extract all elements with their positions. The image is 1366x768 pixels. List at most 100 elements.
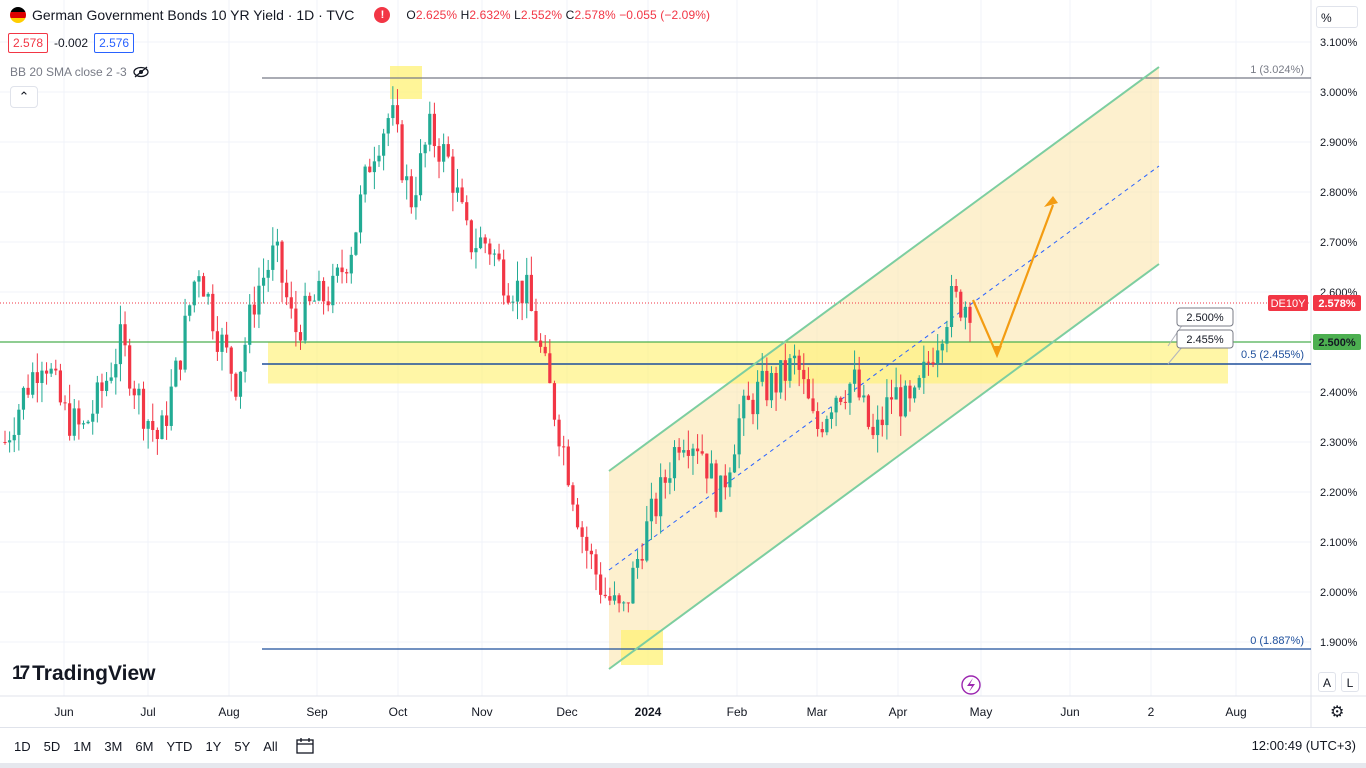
candle-body (631, 567, 635, 604)
candle-body (663, 477, 667, 483)
candle-body (954, 285, 958, 292)
candle-body (206, 293, 210, 297)
auto-scale-button[interactable]: A (1318, 672, 1336, 692)
range-all[interactable]: All (263, 738, 278, 754)
channel-lower-line (608, 263, 1160, 670)
candle-body (428, 113, 432, 145)
candle-body (834, 397, 838, 413)
x-tick-label: Aug (1225, 705, 1246, 719)
candle-body (737, 418, 741, 455)
candle-body (312, 300, 316, 302)
indicator-legend[interactable]: BB 20 SMA close 2 -3 (10, 65, 149, 79)
candle-body (252, 304, 256, 315)
symbol-title[interactable]: German Government Bonds 10 YR Yield · 1D… (32, 7, 355, 23)
lightning-icon (967, 678, 975, 692)
candle-body (945, 327, 949, 344)
candle-body (682, 450, 686, 453)
candle-body (169, 386, 173, 426)
candle-body (857, 369, 861, 398)
candle-body (783, 360, 787, 381)
x-tick-label: Aug (218, 705, 239, 719)
y-tick-label: 2.300% (1320, 437, 1358, 449)
candle-body (160, 415, 164, 440)
channel-mid-line (608, 165, 1160, 571)
bid-price[interactable]: 2.578 (8, 33, 49, 53)
candle-body (899, 387, 903, 417)
candle-body (562, 446, 566, 448)
candle-body (968, 306, 972, 323)
candle-body (756, 381, 760, 415)
log-scale-button[interactable]: L (1341, 672, 1359, 692)
candle-body (871, 426, 875, 436)
clock[interactable]: 12:00:49 (UTC+3) (1251, 738, 1356, 753)
candle-body (529, 274, 533, 312)
candle-body (862, 395, 866, 398)
candle-body (497, 253, 501, 260)
candle-body (220, 334, 224, 352)
range-1d[interactable]: 1D (14, 738, 31, 754)
range-1m[interactable]: 1M (73, 738, 92, 754)
candle-body (686, 450, 690, 456)
ohlc-readout: O2.625% H2.632% L2.552% C2.578% −0.055 (… (406, 8, 711, 22)
y-tick-label: 2.800% (1320, 187, 1358, 199)
candle-body (677, 447, 681, 453)
candle-body (594, 554, 598, 575)
candle-body (820, 429, 824, 433)
candle-body (936, 350, 940, 364)
candle-body (816, 411, 820, 430)
symbol-tag-bg (1268, 295, 1308, 311)
candle-body (234, 373, 238, 397)
range-1y[interactable]: 1Y (205, 738, 222, 754)
candle-body (719, 475, 723, 512)
candle-body (622, 602, 626, 604)
candle-body (285, 282, 289, 298)
candle-body (238, 371, 243, 397)
ask-price[interactable]: 2.576 (94, 33, 135, 53)
alert-icon[interactable]: ! (374, 7, 391, 23)
range-ytd[interactable]: YTD (166, 738, 193, 754)
callout-leader (1167, 345, 1184, 365)
candle-body (183, 315, 187, 370)
range-6m[interactable]: 6M (135, 738, 154, 754)
range-5y[interactable]: 5Y (234, 738, 251, 754)
candle-body (128, 345, 132, 389)
candle-body (709, 463, 714, 479)
candle-body (728, 472, 732, 488)
candle-body (612, 595, 617, 601)
range-3m[interactable]: 3M (104, 738, 123, 754)
candle-body (354, 232, 358, 255)
candle-body (649, 498, 654, 522)
candle-body (211, 293, 215, 332)
candle-body (640, 558, 644, 561)
x-tick-label: 2024 (635, 705, 662, 719)
candle-body (146, 421, 150, 429)
candle-body (275, 241, 280, 246)
candle-body (266, 269, 270, 278)
y-tick-label: 1.900% (1320, 637, 1358, 649)
bottom-scroll-strip (0, 763, 1366, 768)
candle-body (926, 361, 931, 363)
candle-body (340, 267, 344, 273)
chevron-up-icon[interactable]: ⌃ (10, 86, 38, 108)
range-5d[interactable]: 5D (43, 738, 61, 754)
candle-body (534, 311, 538, 341)
candle-body (308, 295, 312, 302)
candle-body (12, 434, 16, 441)
settings-gear-icon[interactable]: ⚙ (1330, 704, 1345, 721)
y-tick-label: 3.100% (1320, 37, 1358, 49)
scale-unit[interactable]: % (1316, 6, 1358, 28)
candle-body (557, 419, 561, 447)
candle-body (885, 397, 889, 426)
candle-body (298, 332, 303, 341)
candle-body (197, 276, 201, 282)
x-tick-label: Jul (140, 705, 155, 719)
candle-body (86, 421, 90, 424)
calendar-icon[interactable] (296, 738, 314, 754)
x-tick-label: 2 (1148, 705, 1155, 719)
x-tick-label: Nov (471, 705, 492, 719)
candle-body (506, 295, 510, 303)
candle-body (225, 334, 229, 348)
eye-hidden-icon[interactable] (133, 66, 149, 78)
y-tick-label: 3.000% (1320, 87, 1358, 99)
